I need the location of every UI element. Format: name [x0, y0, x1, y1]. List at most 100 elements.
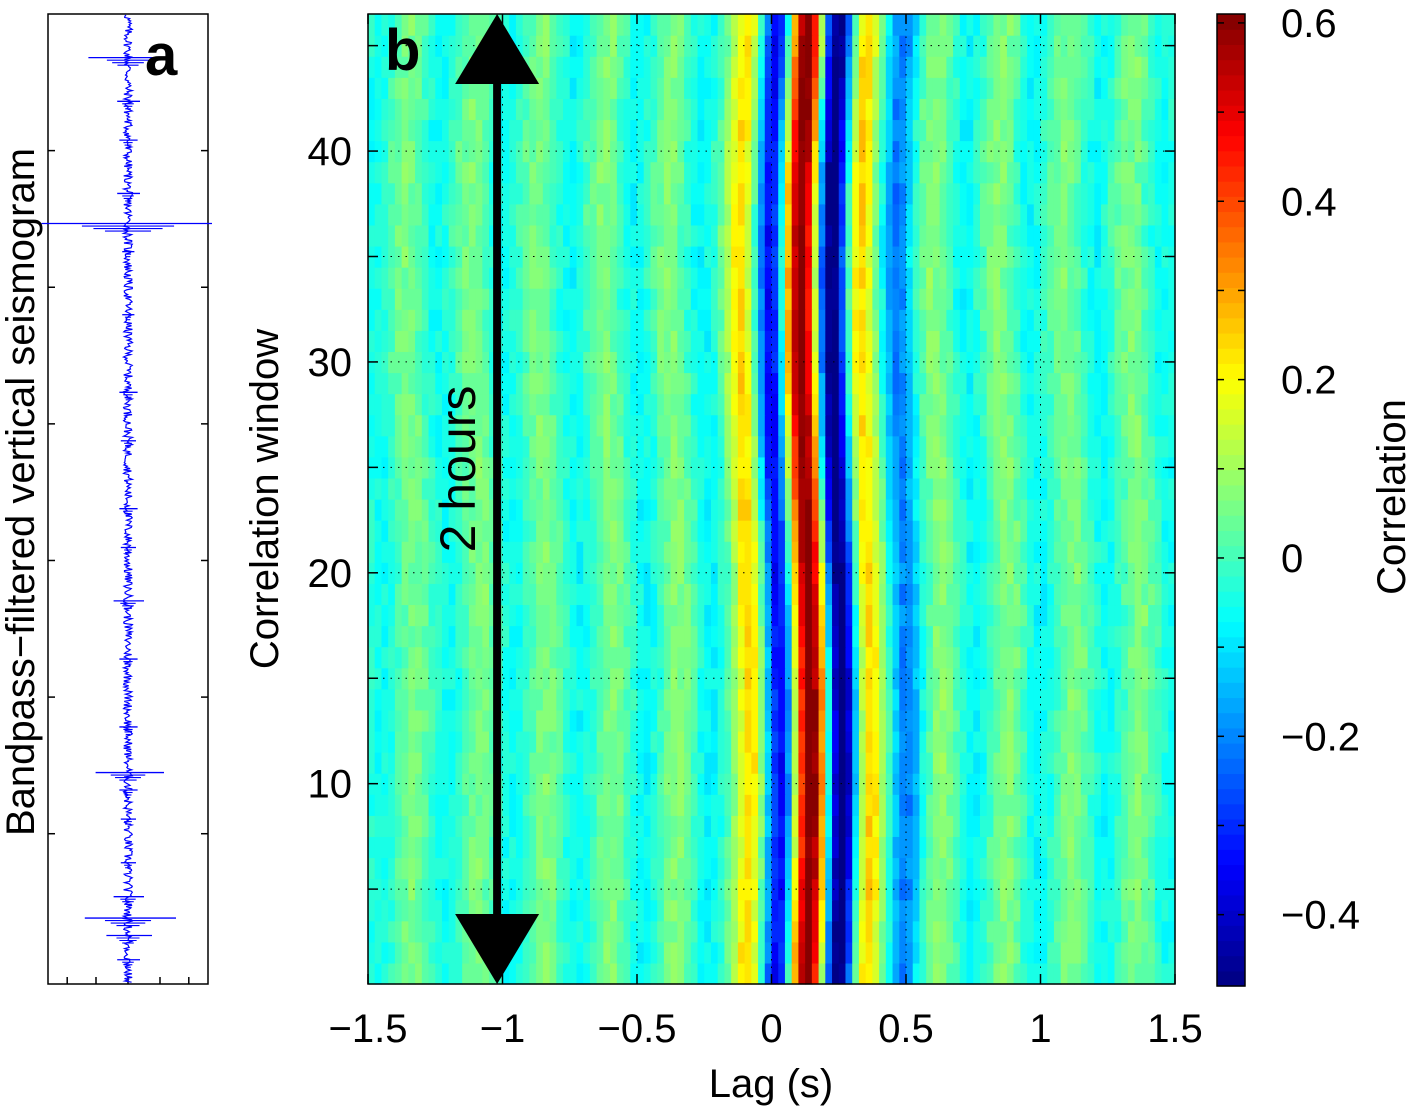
heatmap-cell	[421, 541, 430, 563]
heatmap-cell	[798, 330, 806, 352]
heatmap-cell	[1053, 836, 1062, 859]
heatmap-cell	[381, 435, 389, 458]
heatmap-cell	[368, 583, 376, 606]
heatmap-cell	[1060, 456, 1068, 479]
heatmap-cell	[677, 773, 685, 795]
heatmap-cell	[502, 372, 510, 395]
heatmap-cell	[939, 288, 947, 310]
heatmap-cell	[758, 309, 766, 331]
heatmap-cell	[441, 309, 450, 331]
heatmap-cell	[610, 119, 618, 142]
heatmap-cell	[858, 520, 867, 542]
heatmap-cell	[670, 414, 678, 437]
heatmap-cell	[818, 857, 826, 880]
heatmap-cell	[993, 857, 1001, 880]
heatmap-cell	[704, 351, 712, 374]
heatmap-cell	[1060, 309, 1068, 331]
heatmap-cell	[932, 962, 941, 985]
heatmap-cell	[589, 541, 598, 563]
heatmap-cell	[1114, 794, 1122, 816]
heatmap-cell	[791, 288, 799, 310]
heatmap-cell	[744, 351, 752, 374]
heatmap-cell	[522, 688, 530, 711]
heatmap-cell	[435, 899, 443, 922]
heatmap-cell	[663, 372, 672, 395]
heatmap-cell	[690, 267, 699, 289]
heatmap-cell	[764, 625, 773, 648]
heatmap-cell	[482, 414, 490, 437]
heatmap-cell	[697, 773, 705, 795]
heatmap-cell	[852, 414, 860, 437]
heatmap-cell	[845, 688, 853, 711]
heatmap-cell	[959, 520, 968, 542]
heatmap-cell	[778, 520, 786, 542]
heatmap-cell	[1000, 541, 1008, 563]
heatmap-cell	[993, 393, 1001, 416]
heatmap-cell	[475, 709, 483, 732]
heatmap-cell	[1094, 962, 1102, 985]
heatmap-cell	[1067, 161, 1075, 184]
heatmap-cell	[509, 182, 517, 205]
heatmap-cell	[408, 625, 416, 648]
heatmap-cell	[832, 288, 840, 310]
heatmap-cell	[953, 351, 961, 374]
heatmap-cell	[1040, 941, 1048, 964]
heatmap-cell	[603, 941, 611, 964]
heatmap-cell	[966, 752, 974, 774]
heatmap-cell	[1000, 773, 1008, 795]
heatmap-cell	[1127, 625, 1136, 648]
heatmap-cell	[818, 414, 826, 437]
heatmap-cell	[1033, 499, 1042, 521]
heatmap-cell	[737, 309, 746, 331]
heatmap-cell	[1127, 477, 1136, 500]
heatmap-cell	[441, 435, 450, 458]
heatmap-cell	[428, 372, 436, 395]
heatmap-cell	[529, 794, 537, 816]
heatmap-cell	[1060, 730, 1068, 753]
heatmap-cell	[778, 836, 786, 859]
heatmap-cell	[1033, 752, 1042, 774]
heatmap-cell	[865, 899, 873, 922]
heatmap-cell	[670, 941, 678, 964]
heatmap-cell	[858, 709, 867, 732]
heatmap-cell	[576, 920, 584, 943]
heatmap-cell	[623, 646, 631, 669]
heatmap-cell	[374, 245, 383, 268]
heatmap-cell	[825, 499, 833, 521]
heatmap-cell	[758, 203, 766, 226]
heatmap-cell	[468, 309, 477, 331]
heatmap-cell	[751, 625, 759, 648]
heatmap-cell	[919, 709, 927, 732]
heatmap-cell	[966, 773, 974, 795]
heatmap-cell	[610, 224, 618, 247]
heatmap-cell	[879, 161, 887, 184]
heatmap-cell	[663, 435, 672, 458]
heatmap-cell	[677, 161, 685, 184]
heatmap-cell	[758, 688, 766, 711]
heatmap-cell	[697, 836, 705, 859]
heatmap-cell	[1161, 941, 1169, 964]
heatmap-cell	[388, 688, 396, 711]
heatmap-cell	[919, 393, 927, 416]
heatmap-cell	[502, 730, 510, 753]
heatmap-cell	[549, 456, 557, 479]
heatmap-cell	[724, 962, 732, 985]
heatmap-cell	[563, 351, 571, 374]
heatmap-cell	[885, 161, 894, 184]
heatmap-cell	[845, 604, 853, 627]
heatmap-cell	[368, 646, 376, 669]
heatmap-cell	[643, 836, 652, 859]
heatmap-cell	[415, 583, 423, 606]
heatmap-cell	[509, 499, 517, 521]
heatmap-cell	[1006, 730, 1015, 753]
heatmap-cell	[462, 288, 470, 310]
heatmap-cell	[899, 752, 907, 774]
heatmap-cell	[1107, 224, 1116, 247]
heatmap-cell	[401, 477, 409, 500]
heatmap-cell	[838, 878, 847, 901]
heatmap-cell	[670, 520, 678, 542]
heatmap-cell	[1161, 435, 1169, 458]
heatmap-cell	[1154, 730, 1163, 753]
heatmap-cell	[1141, 414, 1149, 437]
heatmap-cell	[858, 119, 867, 142]
